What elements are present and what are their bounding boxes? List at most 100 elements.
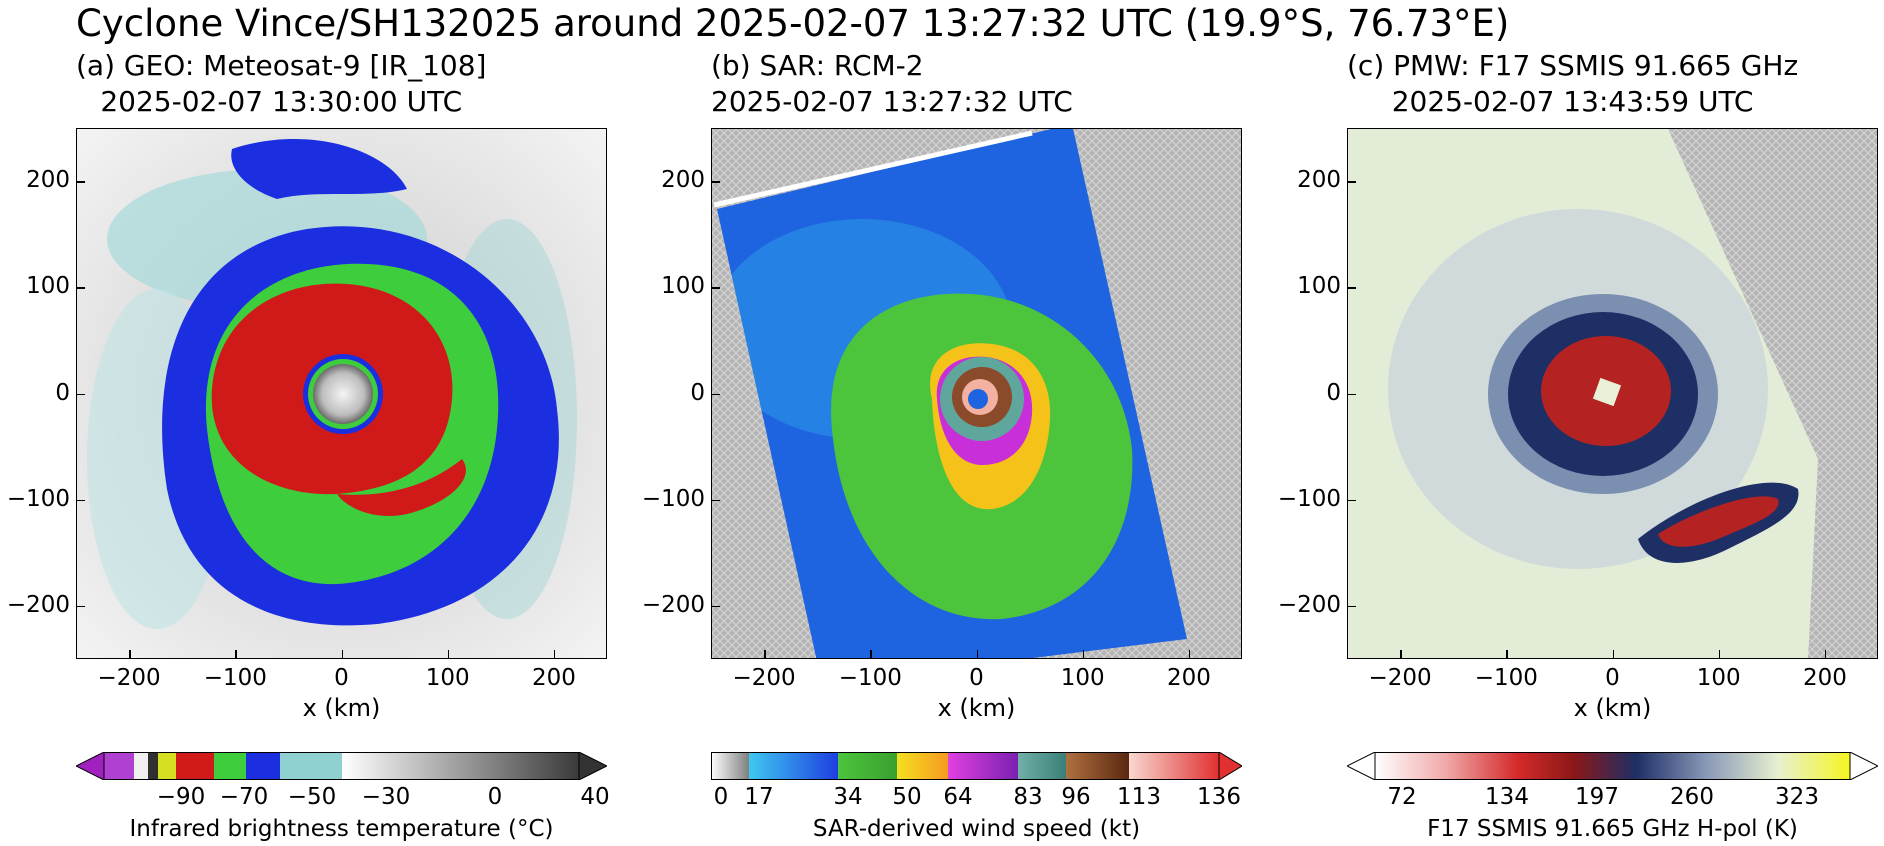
ytick-mark bbox=[1348, 181, 1356, 183]
ytick-mark bbox=[1348, 499, 1356, 502]
xtick-mark bbox=[976, 650, 978, 658]
colorbar-tick-label: 113 bbox=[1117, 784, 1161, 810]
panel-c-colorbar bbox=[1345, 751, 1880, 781]
xtick-label: 0 bbox=[969, 665, 984, 691]
panel-b-colorbar-label: SAR-derived wind speed (kt) bbox=[812, 816, 1141, 842]
panel-a-title: (a) GEO: Meteosat-9 [IR_108] 2025-02-07 … bbox=[76, 48, 486, 120]
ytick-label: 100 bbox=[26, 273, 70, 300]
ytick-label: 200 bbox=[1297, 167, 1341, 194]
xtick-label: 0 bbox=[334, 665, 349, 691]
ytick-mark bbox=[712, 287, 720, 289]
ytick-mark bbox=[77, 393, 85, 395]
xtick-label: 100 bbox=[425, 665, 470, 691]
ytick-label: −100 bbox=[6, 485, 70, 512]
ytick-mark bbox=[1348, 287, 1356, 289]
xtick-mark bbox=[1400, 650, 1402, 658]
ytick-label: 200 bbox=[661, 167, 705, 194]
xtick-label: 200 bbox=[531, 665, 576, 691]
panel-c-image bbox=[1347, 128, 1878, 659]
ytick-label: −200 bbox=[1277, 591, 1341, 618]
xtick-label: 0 bbox=[1605, 665, 1620, 691]
ytick-label: 0 bbox=[1326, 379, 1341, 406]
ytick-mark bbox=[712, 393, 720, 395]
xtick-label: 200 bbox=[1166, 665, 1211, 691]
panel-a-image bbox=[76, 128, 607, 659]
xtick-mark bbox=[447, 650, 450, 658]
ytick-mark bbox=[1348, 605, 1356, 608]
xtick-label: 100 bbox=[1060, 665, 1105, 691]
ytick-label: 0 bbox=[55, 379, 70, 406]
panel-a-colorbar-label: Infrared brightness temperature (°C) bbox=[129, 816, 554, 842]
ytick-mark bbox=[712, 499, 720, 502]
colorbar-tick-label: 136 bbox=[1197, 784, 1241, 810]
xtick-mark bbox=[553, 650, 556, 658]
panel-b-image bbox=[711, 128, 1242, 659]
panel-a-xlabel: x (km) bbox=[302, 694, 381, 722]
xtick-mark bbox=[129, 650, 131, 658]
colorbar-tick-label: −90 bbox=[156, 784, 206, 810]
panel-c-colorbar-label: F17 SSMIS 91.665 GHz H-pol (K) bbox=[1427, 816, 1798, 842]
xtick-mark bbox=[1718, 650, 1721, 658]
colorbar-tick-label: 34 bbox=[833, 784, 863, 810]
xtick-mark bbox=[870, 650, 872, 658]
xtick-label: 200 bbox=[1802, 665, 1847, 691]
xtick-mark bbox=[1188, 650, 1191, 658]
colorbar-tick-label: 64 bbox=[943, 784, 973, 810]
xtick-mark bbox=[1612, 650, 1614, 658]
colorbar-tick-label: −50 bbox=[287, 784, 337, 810]
ytick-mark bbox=[712, 605, 720, 608]
panel-c-title: (c) PMW: F17 SSMIS 91.665 GHz 2025-02-07… bbox=[1347, 48, 1798, 120]
colorbar-tick-label: 96 bbox=[1061, 784, 1091, 810]
colorbar-tick-label: −30 bbox=[361, 784, 411, 810]
panel-b-colorbar bbox=[711, 751, 1243, 781]
colorbar-tick-label: 17 bbox=[744, 784, 774, 810]
ytick-label: 100 bbox=[1297, 273, 1341, 300]
ytick-label: −100 bbox=[641, 485, 705, 512]
colorbar-tick-label: 197 bbox=[1575, 784, 1619, 810]
panel-b-title-line1: (b) SAR: RCM-2 bbox=[711, 49, 924, 82]
panel-b-title: (b) SAR: RCM-2 2025-02-07 13:27:32 UTC bbox=[711, 48, 1073, 120]
xtick-label: −200 bbox=[1368, 665, 1432, 691]
panel-a-colorbar bbox=[74, 751, 609, 781]
colorbar-tick-label: −70 bbox=[219, 784, 269, 810]
colorbar-tick-label: 260 bbox=[1670, 784, 1714, 810]
xtick-mark bbox=[235, 650, 237, 658]
xtick-label: −100 bbox=[203, 665, 267, 691]
panel-c-xlabel: x (km) bbox=[1573, 694, 1652, 722]
colorbar-tick-label: 50 bbox=[892, 784, 922, 810]
panel-b-xlabel: x (km) bbox=[937, 694, 1016, 722]
panel-b-title-line2: 2025-02-07 13:27:32 UTC bbox=[711, 85, 1073, 118]
panel-c-title-line1: (c) PMW: F17 SSMIS 91.665 GHz bbox=[1347, 49, 1799, 82]
ytick-mark bbox=[77, 605, 85, 608]
ytick-label: −200 bbox=[6, 591, 70, 618]
panel-a-title-line2: 2025-02-07 13:30:00 UTC bbox=[100, 85, 463, 118]
xtick-mark bbox=[1082, 650, 1085, 658]
ytick-label: −100 bbox=[1277, 485, 1341, 512]
colorbar-tick-label: 83 bbox=[1013, 784, 1043, 810]
ytick-mark bbox=[77, 181, 85, 183]
xtick-label: −100 bbox=[838, 665, 902, 691]
colorbar-tick-label: 323 bbox=[1775, 784, 1819, 810]
colorbar-tick-label: 0 bbox=[487, 784, 503, 810]
xtick-mark bbox=[1824, 650, 1827, 658]
xtick-label: −200 bbox=[97, 665, 161, 691]
colorbar-tick-label: 40 bbox=[580, 784, 610, 810]
xtick-mark bbox=[764, 650, 766, 658]
ytick-label: −200 bbox=[641, 591, 705, 618]
ytick-label: 200 bbox=[26, 167, 70, 194]
ytick-label: 100 bbox=[661, 273, 705, 300]
xtick-mark bbox=[341, 650, 343, 658]
panel-c-title-line2: 2025-02-07 13:43:59 UTC bbox=[1391, 85, 1754, 118]
xtick-mark bbox=[1506, 650, 1508, 658]
xtick-label: −200 bbox=[732, 665, 796, 691]
ytick-mark bbox=[1348, 393, 1356, 395]
ytick-mark bbox=[712, 181, 720, 183]
panel-a-title-line1: (a) GEO: Meteosat-9 [IR_108] bbox=[76, 49, 487, 82]
ytick-mark bbox=[77, 499, 85, 502]
figure-title: Cyclone Vince/SH132025 around 2025-02-07… bbox=[76, 2, 1510, 45]
xtick-label: 100 bbox=[1696, 665, 1741, 691]
colorbar-tick-label: 0 bbox=[713, 784, 729, 810]
ytick-label: 0 bbox=[690, 379, 705, 406]
colorbar-tick-label: 134 bbox=[1485, 784, 1529, 810]
xtick-label: −100 bbox=[1474, 665, 1538, 691]
